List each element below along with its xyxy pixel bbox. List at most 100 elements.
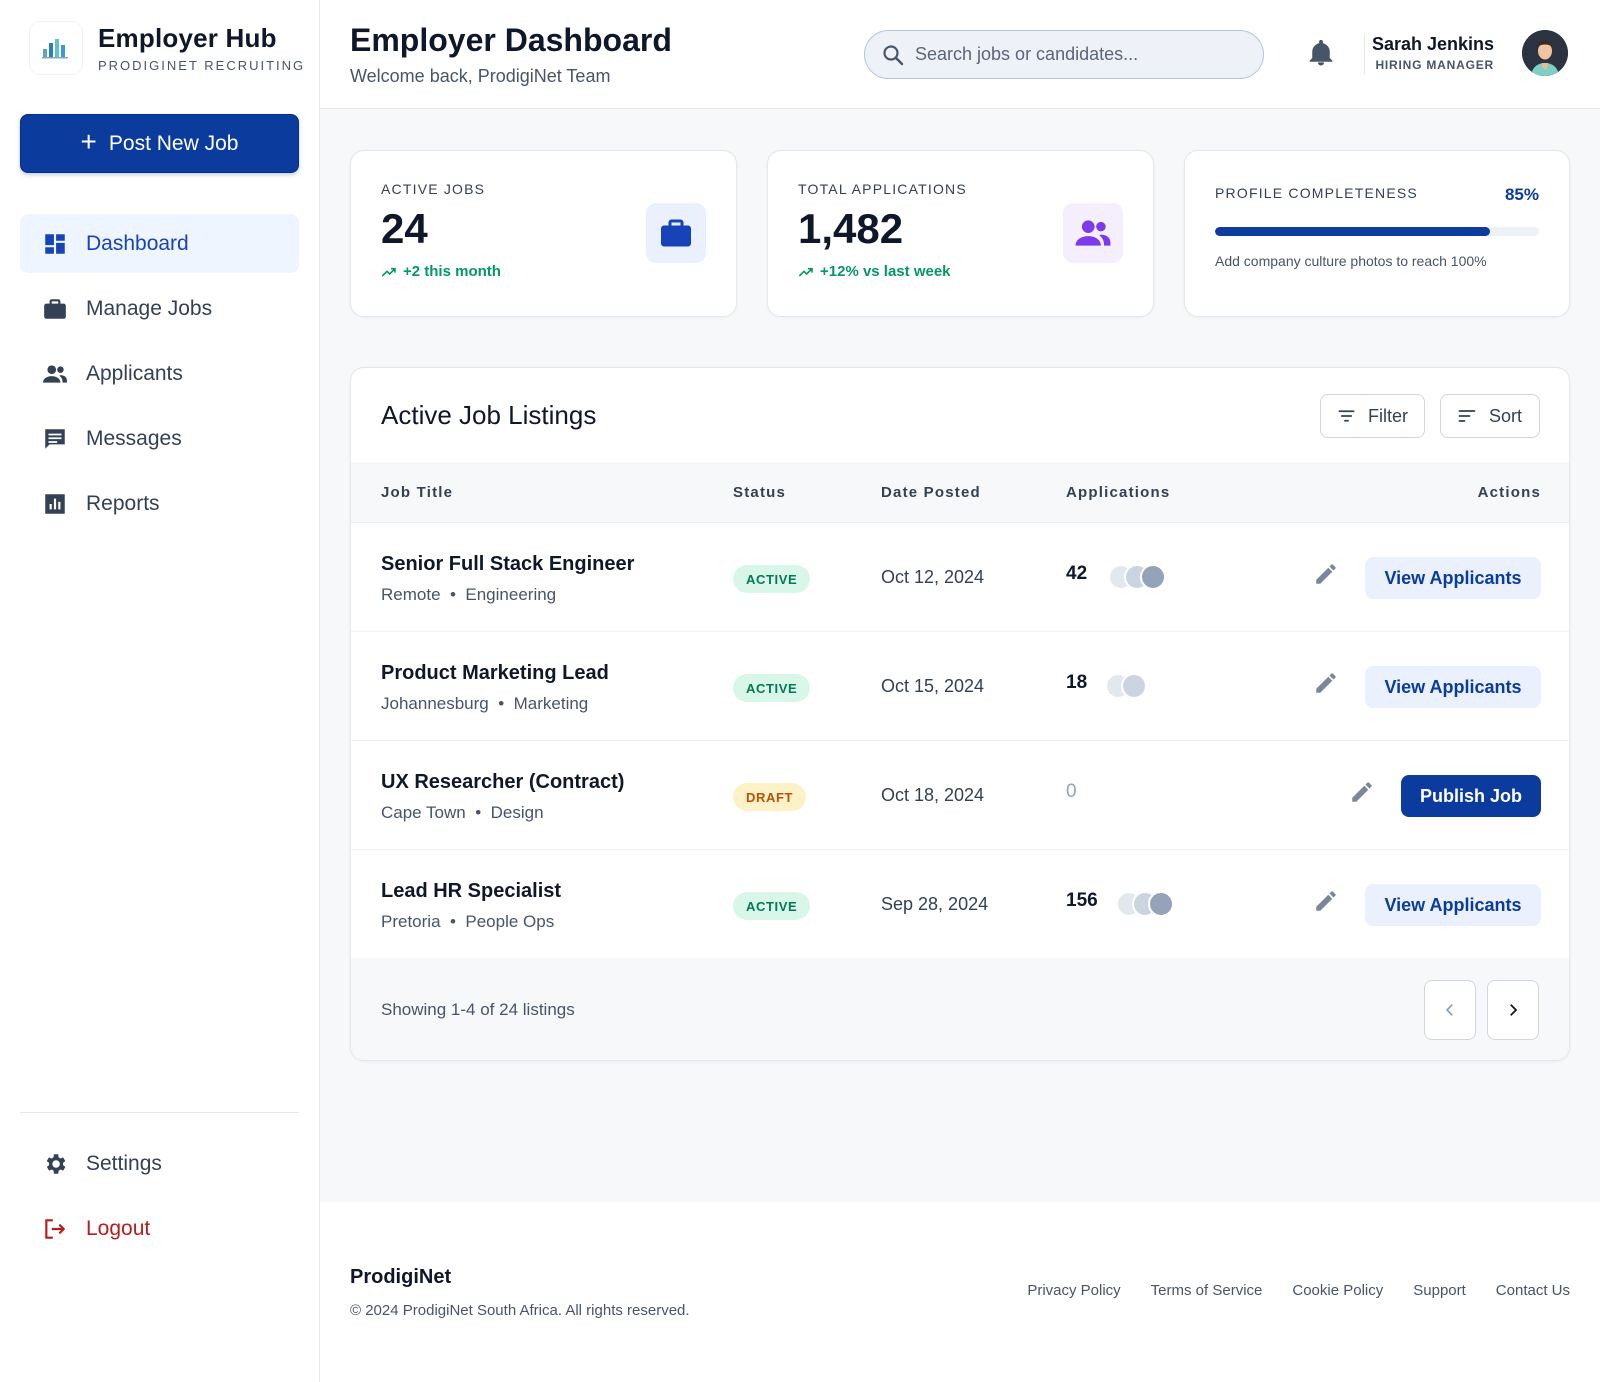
- job-location: Cape Town: [381, 803, 466, 822]
- sidebar-divider: [20, 1112, 299, 1113]
- brand[interactable]: Employer Hub PRODIGINET RECRUITING: [30, 22, 305, 74]
- sidebar-item-reports[interactable]: Reports: [20, 474, 299, 533]
- profile-note: Add company culture photos to reach 100%: [1215, 253, 1487, 269]
- date-posted: Oct 15, 2024: [881, 676, 985, 696]
- job-meta: Pretoria • People Ops: [381, 912, 555, 931]
- view-applicants-button[interactable]: View Applicants: [1365, 666, 1541, 708]
- table-footer: Showing 1-4 of 24 listings: [351, 958, 1569, 1060]
- pagination-summary: Showing 1-4 of 24 listings: [381, 1000, 575, 1019]
- footer-copyright: © 2024 ProdigiNet South Africa. All righ…: [350, 1302, 690, 1319]
- job-meta: Remote • Engineering: [381, 585, 557, 604]
- briefcase-icon: [44, 298, 66, 319]
- footer-link-privacy[interactable]: Privacy Policy: [1027, 1282, 1121, 1299]
- sidebar-item-applicants[interactable]: Applicants: [20, 344, 299, 403]
- chevron-right-icon: [1510, 1004, 1518, 1016]
- edit-pencil-icon[interactable]: [1349, 779, 1375, 805]
- people-icon: [1075, 220, 1111, 246]
- column-header-job-title: Job Title: [381, 484, 454, 501]
- sidebar-item-label: Dashboard: [86, 231, 189, 255]
- edit-pencil-icon[interactable]: [1313, 888, 1339, 914]
- job-department: Engineering: [465, 585, 557, 604]
- status-badge: ACTIVE: [733, 892, 811, 920]
- publish-job-button[interactable]: Publish Job: [1401, 775, 1541, 817]
- gear-icon: [46, 1153, 66, 1174]
- date-posted: Sep 28, 2024: [881, 894, 989, 914]
- brand-logo-icon: [30, 22, 82, 74]
- sidebar-item-messages[interactable]: Messages: [20, 409, 299, 468]
- sidebar-nav: Dashboard Manage Jobs Applicants Message…: [20, 214, 299, 539]
- notification-bell-icon[interactable]: [1306, 38, 1336, 68]
- job-title[interactable]: Lead HR Specialist: [381, 880, 562, 902]
- applicant-avatar: [1140, 564, 1166, 590]
- trending-up-icon: [381, 267, 396, 277]
- sidebar-item-manage-jobs[interactable]: Manage Jobs: [20, 279, 299, 338]
- stat-value: 24: [381, 205, 428, 252]
- people-icon: [43, 364, 67, 383]
- sidebar-item-logout[interactable]: Logout: [20, 1199, 299, 1258]
- dashboard-icon: [45, 233, 65, 254]
- sidebar-bottom-nav: Settings Logout: [20, 1134, 299, 1264]
- edit-pencil-icon[interactable]: [1313, 670, 1339, 696]
- job-title[interactable]: UX Researcher (Contract): [381, 771, 625, 793]
- sidebar-item-label: Manage Jobs: [86, 296, 213, 320]
- post-new-job-button[interactable]: + Post New Job: [20, 114, 299, 173]
- sidebar-item-label: Messages: [86, 426, 182, 450]
- stat-value: 1,482: [798, 205, 904, 252]
- brand-name: Employer Hub: [98, 23, 277, 53]
- chart-icon: [45, 493, 65, 514]
- footer-link-cookies[interactable]: Cookie Policy: [1292, 1282, 1384, 1299]
- page-footer: ProdigiNet © 2024 ProdigiNet South Afric…: [320, 1202, 1600, 1382]
- stat-icon: [1063, 203, 1123, 263]
- sidebar-item-label: Applicants: [86, 361, 183, 385]
- job-department: People Ops: [465, 912, 555, 931]
- job-title[interactable]: Product Marketing Lead: [381, 662, 609, 684]
- search-input[interactable]: [915, 44, 1235, 65]
- job-title[interactable]: Senior Full Stack Engineer: [381, 553, 635, 575]
- job-meta: Cape Town • Design: [381, 803, 544, 822]
- edit-pencil-icon[interactable]: [1313, 561, 1339, 587]
- sort-button[interactable]: Sort: [1440, 394, 1540, 438]
- job-department: Marketing: [513, 694, 589, 713]
- filter-button[interactable]: Filter: [1320, 394, 1425, 438]
- view-applicants-button[interactable]: View Applicants: [1365, 884, 1541, 926]
- profile-progress-bar: [1215, 227, 1539, 236]
- table-header: Job Title Status Date Posted Application…: [351, 463, 1569, 523]
- profile-label: PROFILE COMPLETENESS: [1215, 185, 1418, 201]
- sidebar-item-settings[interactable]: Settings: [20, 1134, 299, 1193]
- briefcase-icon: [661, 219, 691, 247]
- status-badge: ACTIVE: [733, 565, 811, 593]
- avatar[interactable]: [1522, 30, 1568, 76]
- search-bar: [864, 30, 1264, 79]
- profile-percent: 85%: [1504, 185, 1539, 204]
- stat-trend: +12% vs last week: [798, 263, 951, 280]
- job-location: Remote: [381, 585, 441, 604]
- top-header: Employer Dashboard Welcome back, Prodigi…: [320, 0, 1600, 109]
- footer-links: Privacy Policy Terms of Service Cookie P…: [1027, 1282, 1570, 1299]
- column-header-actions: Actions: [1477, 484, 1541, 501]
- page-title: Employer Dashboard: [350, 22, 672, 58]
- filter-label: Filter: [1368, 405, 1408, 426]
- total-applications-card: TOTAL APPLICATIONS 1,482 +12% vs last we…: [767, 150, 1154, 317]
- applicant-avatar: [1121, 673, 1147, 699]
- previous-page-button[interactable]: [1424, 980, 1476, 1040]
- stat-trend-text: +12% vs last week: [820, 263, 951, 280]
- page-subtitle: Welcome back, ProdigiNet Team: [350, 66, 611, 86]
- sidebar-item-label: Logout: [86, 1216, 151, 1240]
- date-posted: Oct 12, 2024: [881, 567, 985, 587]
- next-page-button[interactable]: [1487, 980, 1539, 1040]
- job-meta: Johannesburg • Marketing: [381, 694, 589, 713]
- filter-icon: [1338, 410, 1355, 422]
- date-posted: Oct 18, 2024: [881, 785, 985, 805]
- footer-link-terms[interactable]: Terms of Service: [1150, 1282, 1263, 1299]
- job-location: Pretoria: [381, 912, 441, 931]
- footer-link-support[interactable]: Support: [1413, 1282, 1466, 1299]
- post-new-job-label: Post New Job: [108, 131, 239, 155]
- footer-link-contact[interactable]: Contact Us: [1495, 1282, 1570, 1299]
- view-applicants-button[interactable]: View Applicants: [1365, 557, 1541, 599]
- sidebar-item-dashboard[interactable]: Dashboard: [20, 214, 299, 273]
- stat-icon: [646, 203, 706, 263]
- column-header-status: Status: [733, 484, 787, 501]
- stat-trend-text: +2 this month: [403, 263, 501, 280]
- status-badge: ACTIVE: [733, 674, 811, 702]
- logout-icon: [45, 1218, 66, 1239]
